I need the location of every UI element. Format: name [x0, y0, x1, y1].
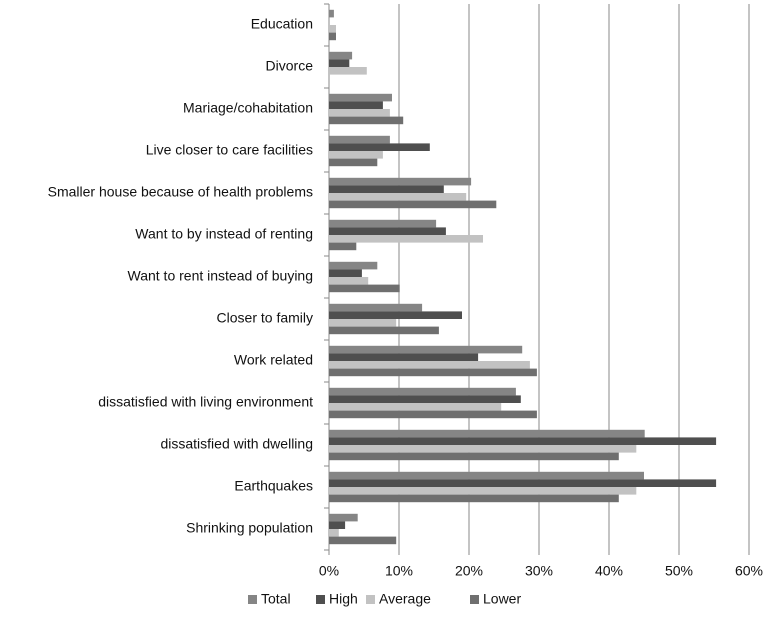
bar	[329, 93, 392, 102]
bar	[329, 437, 717, 445]
x-tick-label: 30%	[525, 563, 553, 579]
legend-swatch	[248, 595, 257, 604]
bar	[329, 536, 397, 545]
y-tick-label: Mariage/cohabitation	[183, 100, 313, 116]
legend-swatch	[316, 595, 325, 604]
bar	[329, 445, 637, 453]
legend-label: Lower	[483, 591, 521, 607]
bar	[329, 261, 378, 270]
bar	[329, 479, 717, 487]
bar	[329, 135, 390, 144]
y-tick-label: Shrinking population	[186, 520, 313, 536]
bar	[329, 403, 502, 411]
legend-label: Average	[379, 591, 431, 607]
bar	[329, 32, 336, 41]
bar	[329, 151, 383, 159]
y-tick-label: Closer to family	[217, 310, 313, 326]
bar	[329, 116, 404, 125]
legend-swatch	[366, 595, 375, 604]
bar	[329, 410, 537, 419]
bar	[329, 219, 437, 228]
bar	[329, 277, 369, 285]
bar	[329, 185, 444, 193]
y-tick-label: Divorce	[266, 58, 314, 74]
bar	[329, 303, 423, 312]
bar	[329, 311, 462, 319]
bar	[329, 9, 334, 18]
bar	[329, 513, 358, 522]
bar	[329, 25, 336, 33]
bar	[329, 471, 644, 480]
bar	[329, 326, 439, 335]
legend-swatch	[470, 595, 479, 604]
bar	[329, 59, 350, 67]
bar	[329, 345, 523, 354]
y-tick-label: Work related	[234, 352, 313, 368]
bar	[329, 487, 637, 495]
x-tick-label: 50%	[665, 563, 693, 579]
bar	[329, 387, 516, 396]
bar	[329, 158, 378, 167]
bar	[329, 67, 367, 75]
bar	[329, 269, 362, 277]
x-tick-label: 20%	[455, 563, 483, 579]
bar	[329, 109, 390, 117]
bar	[329, 200, 497, 209]
bar	[329, 521, 346, 529]
y-tick-label: dissatisfied with living environment	[98, 394, 313, 410]
bar	[329, 227, 446, 235]
bar	[329, 368, 537, 377]
bar	[329, 284, 400, 293]
y-tick-label: Want to by instead of renting	[135, 226, 313, 242]
bar	[329, 395, 521, 403]
y-tick-label: dissatisfied with dwelling	[160, 436, 313, 452]
bar	[329, 177, 472, 186]
y-tick-label: Want to rent instead of buying	[128, 268, 313, 284]
y-tick-label: Earthquakes	[234, 478, 313, 494]
bar	[329, 353, 479, 361]
bar	[329, 319, 397, 327]
bar	[329, 242, 357, 251]
x-tick-label: 10%	[385, 563, 413, 579]
legend-label: Total	[261, 591, 291, 607]
x-tick-label: 60%	[735, 563, 763, 579]
legend-label: High	[329, 591, 358, 607]
bar	[329, 143, 430, 151]
bar	[329, 101, 383, 109]
y-tick-label: Education	[251, 16, 313, 32]
bar	[329, 429, 645, 438]
bar	[329, 193, 467, 201]
bar	[329, 235, 483, 243]
y-tick-label: Live closer to care facilities	[146, 142, 313, 158]
bar	[329, 361, 530, 369]
x-tick-label: 0%	[319, 563, 339, 579]
y-tick-label: Smaller house because of health problems	[48, 184, 313, 200]
bar	[329, 494, 619, 503]
bar	[329, 529, 339, 537]
bar	[329, 51, 353, 60]
bar	[329, 452, 619, 461]
x-tick-label: 40%	[595, 563, 623, 579]
